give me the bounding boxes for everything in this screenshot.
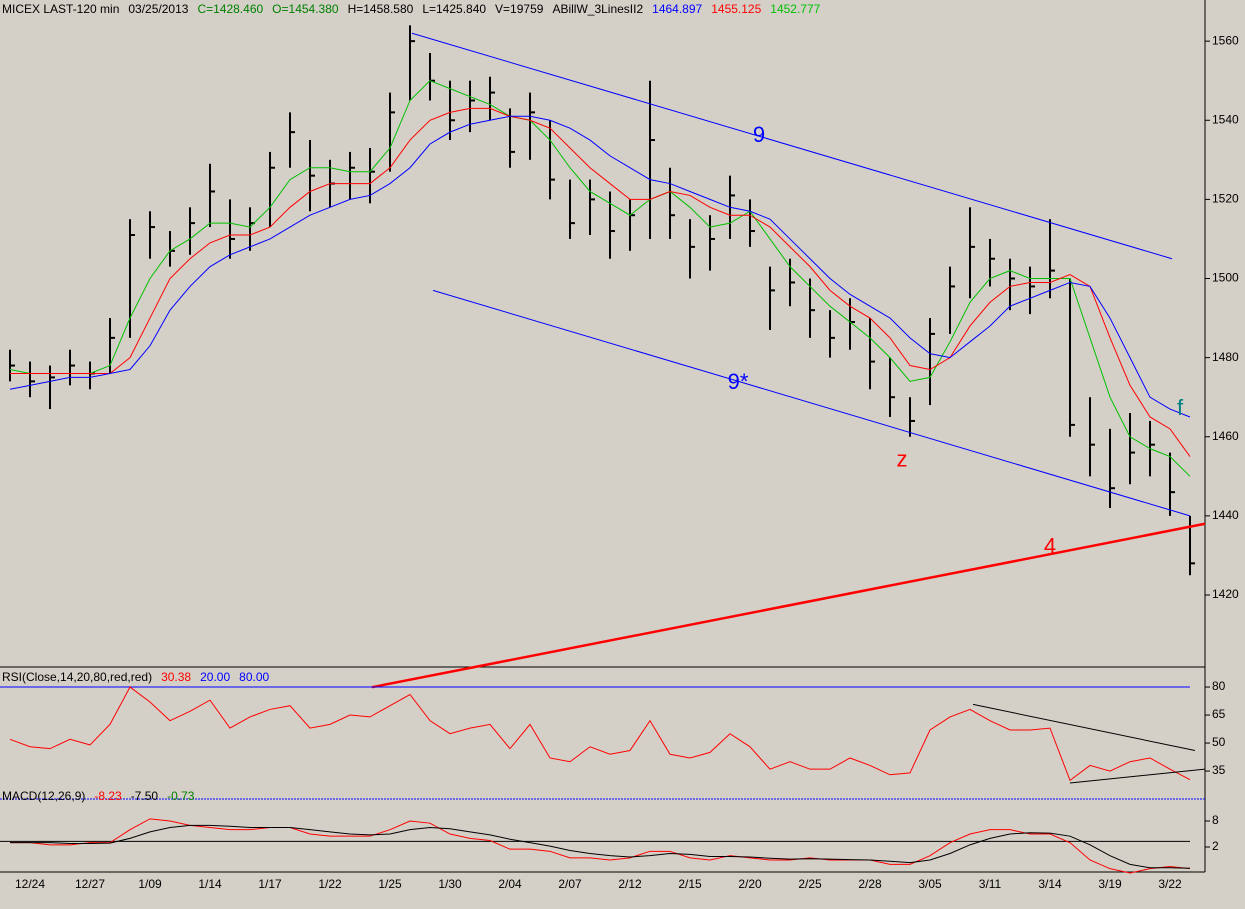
header-item: C=1428.460 bbox=[197, 2, 264, 16]
header-item: MICEX LAST-120 min bbox=[2, 2, 120, 16]
x-tick-label: 2/25 bbox=[798, 877, 822, 891]
series-line bbox=[9, 115, 1191, 418]
x-tick-label: 3/05 bbox=[918, 877, 942, 891]
header-item: 03/25/2013 bbox=[128, 2, 189, 16]
y-tick-label: 2 bbox=[1212, 839, 1219, 853]
header-item: V=19759 bbox=[495, 2, 544, 16]
y-tick-label: 1500 bbox=[1212, 271, 1239, 285]
x-tick-label: 2/12 bbox=[618, 877, 642, 891]
annotation: f bbox=[1177, 395, 1184, 420]
y-tick-label: 1420 bbox=[1212, 587, 1239, 601]
x-tick-label: 3/19 bbox=[1098, 877, 1122, 891]
header-item: RSI(Close,14,20,80,red,red) bbox=[2, 670, 153, 684]
y-tick-label: 50 bbox=[1212, 735, 1226, 749]
series-line bbox=[10, 824, 1191, 869]
x-tick-label: 12/27 bbox=[75, 877, 105, 891]
trendline bbox=[432, 289, 1191, 517]
y-tick-label: 1520 bbox=[1212, 192, 1239, 206]
annotation: 4 bbox=[1044, 533, 1056, 558]
header-item: 1464.897 bbox=[652, 2, 703, 16]
y-tick-label: 1540 bbox=[1212, 112, 1239, 126]
series-line bbox=[9, 80, 1191, 477]
y-tick-label: 80 bbox=[1212, 679, 1226, 693]
y-tick-label: 1480 bbox=[1212, 350, 1239, 364]
y-tick-label: 35 bbox=[1212, 763, 1226, 777]
header-item: -7.50 bbox=[130, 789, 159, 803]
y-tick-label: 8 bbox=[1212, 813, 1219, 827]
y-tick-label: 1560 bbox=[1212, 33, 1239, 47]
x-tick-label: 3/14 bbox=[1038, 877, 1062, 891]
x-tick-label: 1/30 bbox=[438, 877, 462, 891]
series-line bbox=[9, 686, 1191, 782]
header-item: H=1458.580 bbox=[347, 2, 414, 16]
header-item: -8.23 bbox=[94, 789, 122, 803]
panel-header: MACD(12,26,9) -8.23 -7.50 -0.73 bbox=[2, 789, 194, 803]
x-tick-label: 2/04 bbox=[498, 877, 522, 891]
header-item: 20.00 bbox=[200, 670, 231, 684]
header-item: 1455.125 bbox=[711, 2, 762, 16]
panel-header: RSI(Close,14,20,80,red,red) 30.38 20.00 80.… bbox=[2, 670, 269, 684]
y-tick-label: 1460 bbox=[1212, 429, 1239, 443]
x-tick-label: 12/24 bbox=[15, 877, 45, 891]
x-tick-label: 2/28 bbox=[858, 877, 882, 891]
trendline bbox=[972, 703, 1196, 752]
x-tick-label: 3/22 bbox=[1158, 877, 1182, 891]
header-item: 80.00 bbox=[239, 670, 270, 684]
header-item: 1452.777 bbox=[770, 2, 821, 16]
panel-header: MICEX LAST-120 min 03/25/2013 C=1428.460 O=… bbox=[2, 2, 820, 16]
x-tick-label: 1/25 bbox=[378, 877, 402, 891]
trendline bbox=[1069, 768, 1206, 784]
y-tick-label: 1440 bbox=[1212, 508, 1239, 522]
x-tick-label: 1/22 bbox=[318, 877, 342, 891]
header-item: MACD(12,26,9) bbox=[2, 789, 86, 803]
trendline bbox=[371, 522, 1206, 689]
annotation: 9* bbox=[728, 369, 749, 394]
x-tick-label: 1/17 bbox=[258, 877, 282, 891]
header-item: -0.73 bbox=[167, 789, 195, 803]
x-tick-label: 1/09 bbox=[138, 877, 162, 891]
x-tick-label: 3/11 bbox=[979, 877, 1002, 891]
header-item: ABillW_3LinesII2 bbox=[552, 2, 644, 16]
header-item: O=1454.380 bbox=[272, 2, 339, 16]
header-item: 30.38 bbox=[161, 670, 192, 684]
annotation: 9 bbox=[753, 122, 765, 147]
header-item: L=1425.840 bbox=[422, 2, 487, 16]
x-tick-label: 2/15 bbox=[678, 877, 702, 891]
trendline bbox=[411, 32, 1173, 260]
series-line bbox=[10, 818, 1191, 874]
annotation: z bbox=[897, 446, 908, 471]
x-tick-label: 2/07 bbox=[558, 877, 582, 891]
x-tick-label: 1/14 bbox=[198, 877, 222, 891]
x-tick-label: 2/20 bbox=[738, 877, 762, 891]
series-line bbox=[10, 107, 1191, 457]
y-tick-label: 65 bbox=[1212, 707, 1226, 721]
